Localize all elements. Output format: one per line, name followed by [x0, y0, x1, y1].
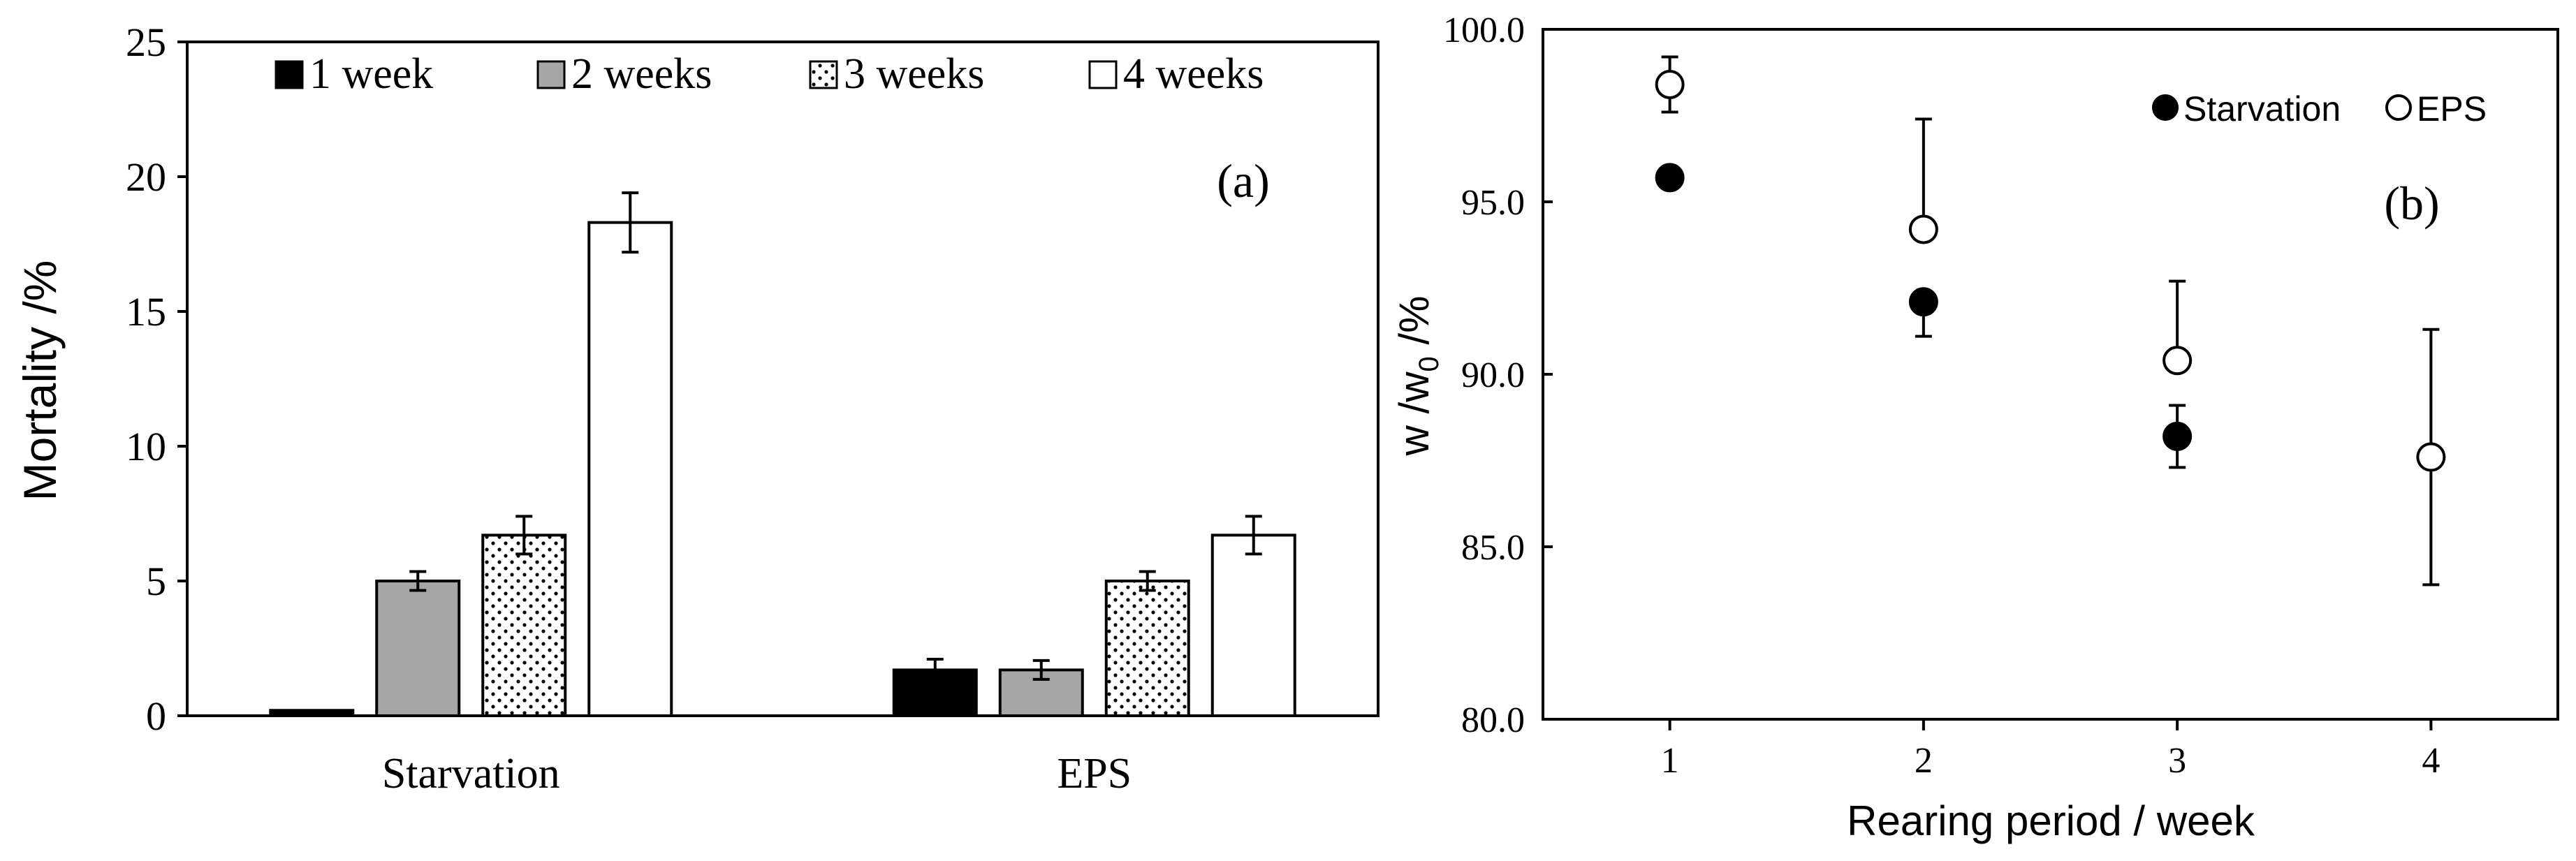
legend-swatch [809, 60, 838, 89]
data-point-eps [1908, 214, 1938, 244]
y-tick-label: 90.0 [1461, 355, 1525, 395]
y-tick-label: 80.0 [1461, 700, 1525, 740]
legend-label: 1 week [309, 50, 433, 98]
legend-swatch [275, 60, 304, 89]
bar [269, 709, 355, 718]
data-point-starvation [1908, 287, 1938, 317]
x-tick-label: 1 [1661, 741, 1679, 781]
legend-label: 4 weeks [1123, 50, 1264, 98]
x-tick-label: 2 [1915, 741, 1933, 781]
x-category-label: Starvation [382, 750, 560, 797]
x-tick-label: 4 [2422, 741, 2440, 781]
legend-label: Starvation [2183, 89, 2341, 128]
y-tick-label: 100.0 [1443, 10, 1525, 50]
x-tick-label: 3 [2168, 741, 2186, 781]
x-category-label: EPS [1057, 750, 1132, 797]
legend-label: EPS [2417, 89, 2487, 128]
legend-marker [2385, 94, 2412, 121]
panel-b-x-axis: 1 2 3 4 [1661, 719, 2440, 781]
panel-b-scatter-chart: 80.0 85.0 90.0 95.0 100.0 1 2 3 4 Starvation EPS… [1391, 10, 2559, 844]
bar [481, 533, 567, 717]
panel-b-points [1655, 55, 2446, 587]
y-tick-label: 20 [126, 154, 166, 200]
panel-a-plot-frame [186, 41, 1380, 717]
panel-a-y-axis-title: Mortality /% [14, 260, 66, 501]
panel-a-legend: 1 week 2 weeks 3 weeks 4 weeks [275, 50, 1264, 98]
panel-a-y-axis: 0 5 10 15 20 25 [126, 20, 187, 739]
y-tick-label: 95.0 [1461, 183, 1525, 223]
legend-label: 2 weeks [571, 50, 712, 98]
bar [375, 580, 461, 717]
panel-b-plot-frame [1542, 28, 2559, 721]
data-point-eps [2162, 346, 2193, 376]
data-point-starvation [1655, 163, 1685, 193]
panel-b-y-axis: 80.0 85.0 90.0 95.0 100.0 [1443, 10, 1553, 740]
y-tick-label: 85.0 [1461, 528, 1525, 568]
panel-b-y-axis-title: w /w0 /% [1391, 296, 1444, 457]
y-tick-label: 5 [146, 559, 166, 604]
panel-a-label: (a) [1217, 154, 1269, 207]
legend-marker [2152, 94, 2179, 121]
legend-swatch [1088, 60, 1118, 89]
bar [1210, 533, 1296, 717]
bar [1104, 580, 1190, 717]
data-point-starvation [2162, 421, 2193, 451]
panel-b-legend: Starvation EPS [2152, 89, 2487, 128]
y-tick-label: 25 [126, 20, 166, 65]
bar [587, 221, 673, 717]
y-tick-label: 10 [126, 424, 166, 469]
data-point-eps [2416, 442, 2446, 472]
y-tick-label: 15 [126, 289, 166, 334]
y-tick-label: 0 [146, 693, 166, 739]
panel-b-label: (b) [2384, 177, 2439, 230]
legend-label: 3 weeks [844, 50, 984, 98]
panel-a-bar-chart: 0 5 10 15 20 25 Starvation EPS 1 week 2 weeks 3 … [14, 20, 1380, 797]
data-point-eps [1655, 70, 1685, 100]
panel-a-bars [269, 191, 1296, 718]
panel-b-x-axis-title: Rearing period / week [1847, 797, 2255, 844]
panel-a-x-axis: Starvation EPS [382, 750, 1132, 797]
legend-swatch [536, 60, 566, 89]
